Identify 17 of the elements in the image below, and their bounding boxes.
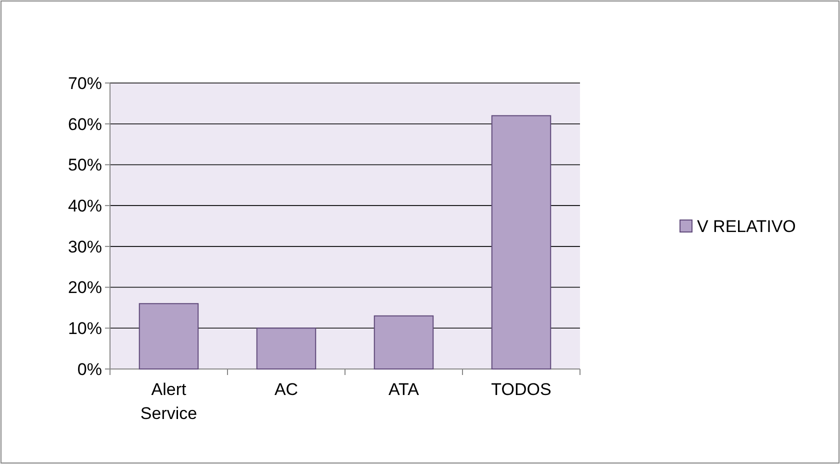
- y-tick-label: 50%: [68, 156, 102, 175]
- y-tick-label: 30%: [68, 237, 102, 256]
- bar: [491, 115, 552, 370]
- bar: [256, 328, 316, 370]
- y-tick-label: 0%: [77, 360, 102, 379]
- bar: [138, 303, 199, 370]
- x-tick-label: Alert Service: [140, 380, 198, 423]
- y-tick-label: 10%: [68, 319, 102, 338]
- y-tick-label: 20%: [68, 278, 102, 298]
- x-tick-label: TODOS: [491, 380, 552, 399]
- bar: [374, 315, 434, 370]
- y-tick-label: 40%: [68, 196, 102, 216]
- legend-label: V RELATIVO: [697, 216, 796, 236]
- y-tick-label: 70%: [68, 74, 102, 93]
- x-tick-label: ATA: [388, 380, 420, 399]
- x-tick-label: AC: [274, 380, 298, 399]
- y-tick-label: 60%: [68, 114, 102, 134]
